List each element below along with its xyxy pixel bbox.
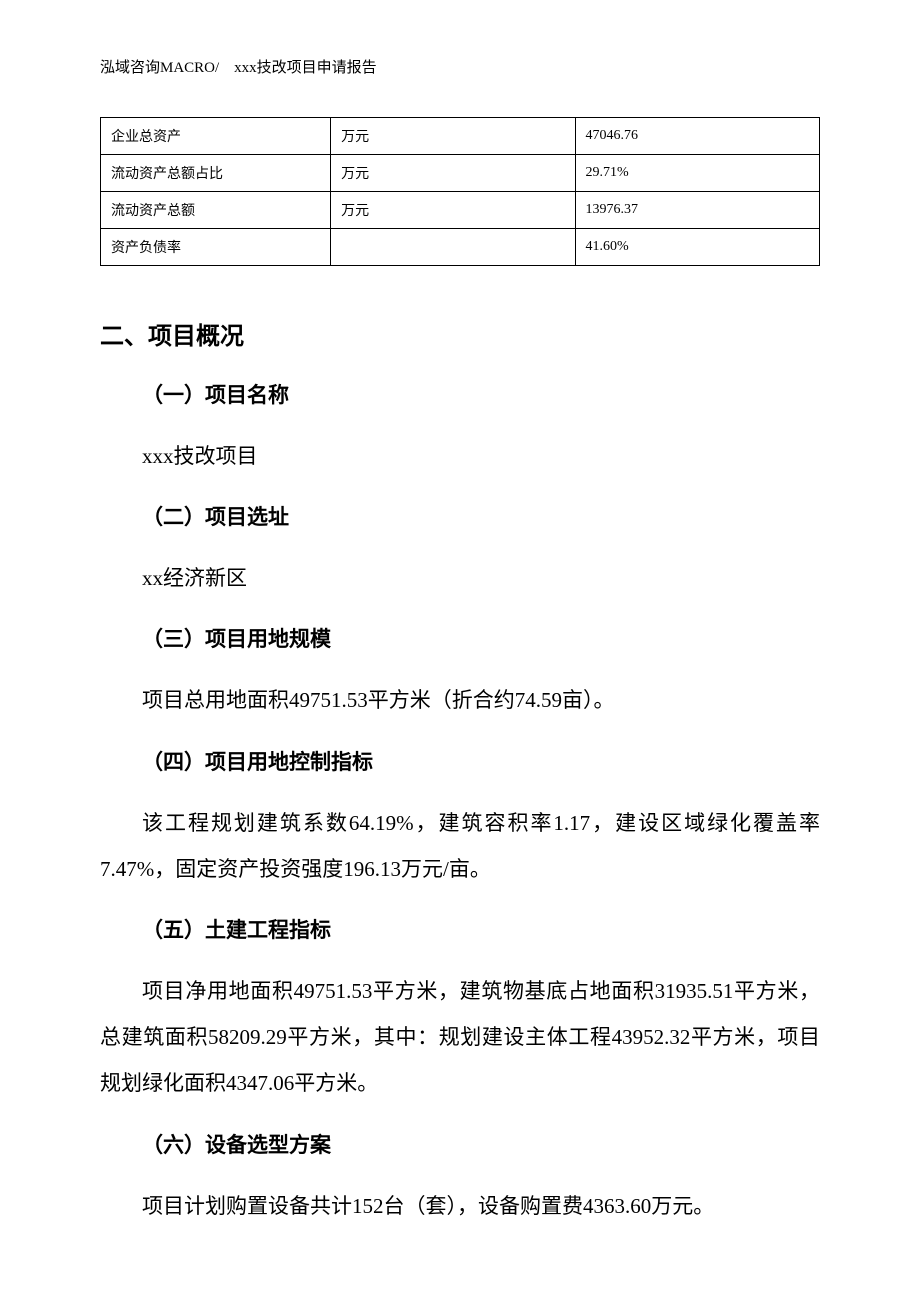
table-row: 流动资产总额 万元 13976.37 bbox=[101, 192, 820, 229]
subsection-body-2: xx经济新区 bbox=[100, 555, 820, 601]
cell-value: 41.60% bbox=[575, 229, 819, 266]
subsection-heading-2: （二）项目选址 bbox=[100, 501, 820, 531]
subsection-heading-5: （五）土建工程指标 bbox=[100, 914, 820, 944]
cell-unit: 万元 bbox=[331, 192, 575, 229]
section-heading: 二、项目概况 bbox=[100, 316, 820, 351]
cell-value: 13976.37 bbox=[575, 192, 819, 229]
cell-value: 47046.76 bbox=[575, 118, 819, 155]
subsection-heading-1: （一）项目名称 bbox=[100, 379, 820, 409]
subsection-body-3: 项目总用地面积49751.53平方米（折合约74.59亩）。 bbox=[100, 677, 820, 723]
subsection-body-6: 项目计划购置设备共计152台（套），设备购置费4363.60万元。 bbox=[100, 1183, 820, 1229]
cell-label: 流动资产总额占比 bbox=[101, 155, 331, 192]
subsection-body-4: 该工程规划建筑系数64.19%，建筑容积率1.17，建设区域绿化覆盖率7.47%… bbox=[100, 800, 820, 892]
subsection-heading-4: （四）项目用地控制指标 bbox=[100, 746, 820, 776]
subsection-heading-3: （三）项目用地规模 bbox=[100, 623, 820, 653]
cell-label: 流动资产总额 bbox=[101, 192, 331, 229]
table-row: 企业总资产 万元 47046.76 bbox=[101, 118, 820, 155]
subsection-heading-6: （六）设备选型方案 bbox=[100, 1129, 820, 1159]
subsection-body-5: 项目净用地面积49751.53平方米，建筑物基底占地面积31935.51平方米，… bbox=[100, 968, 820, 1107]
header-text: 泓域咨询MACRO/ xxx技改项目申请报告 bbox=[100, 60, 377, 76]
section-number: 二、 bbox=[100, 323, 148, 350]
table-row: 资产负债率 41.60% bbox=[101, 229, 820, 266]
financial-table: 企业总资产 万元 47046.76 流动资产总额占比 万元 29.71% 流动资… bbox=[100, 117, 820, 266]
cell-unit bbox=[331, 229, 575, 266]
section-title: 项目概况 bbox=[148, 323, 244, 350]
cell-label: 资产负债率 bbox=[101, 229, 331, 266]
document-page: 泓域咨询MACRO/ xxx技改项目申请报告 企业总资产 万元 47046.76… bbox=[0, 0, 920, 1311]
cell-unit: 万元 bbox=[331, 118, 575, 155]
page-header: 泓域咨询MACRO/ xxx技改项目申请报告 bbox=[100, 56, 820, 77]
cell-label: 企业总资产 bbox=[101, 118, 331, 155]
cell-unit: 万元 bbox=[331, 155, 575, 192]
table-row: 流动资产总额占比 万元 29.71% bbox=[101, 155, 820, 192]
cell-value: 29.71% bbox=[575, 155, 819, 192]
subsection-body-1: xxx技改项目 bbox=[100, 433, 820, 479]
